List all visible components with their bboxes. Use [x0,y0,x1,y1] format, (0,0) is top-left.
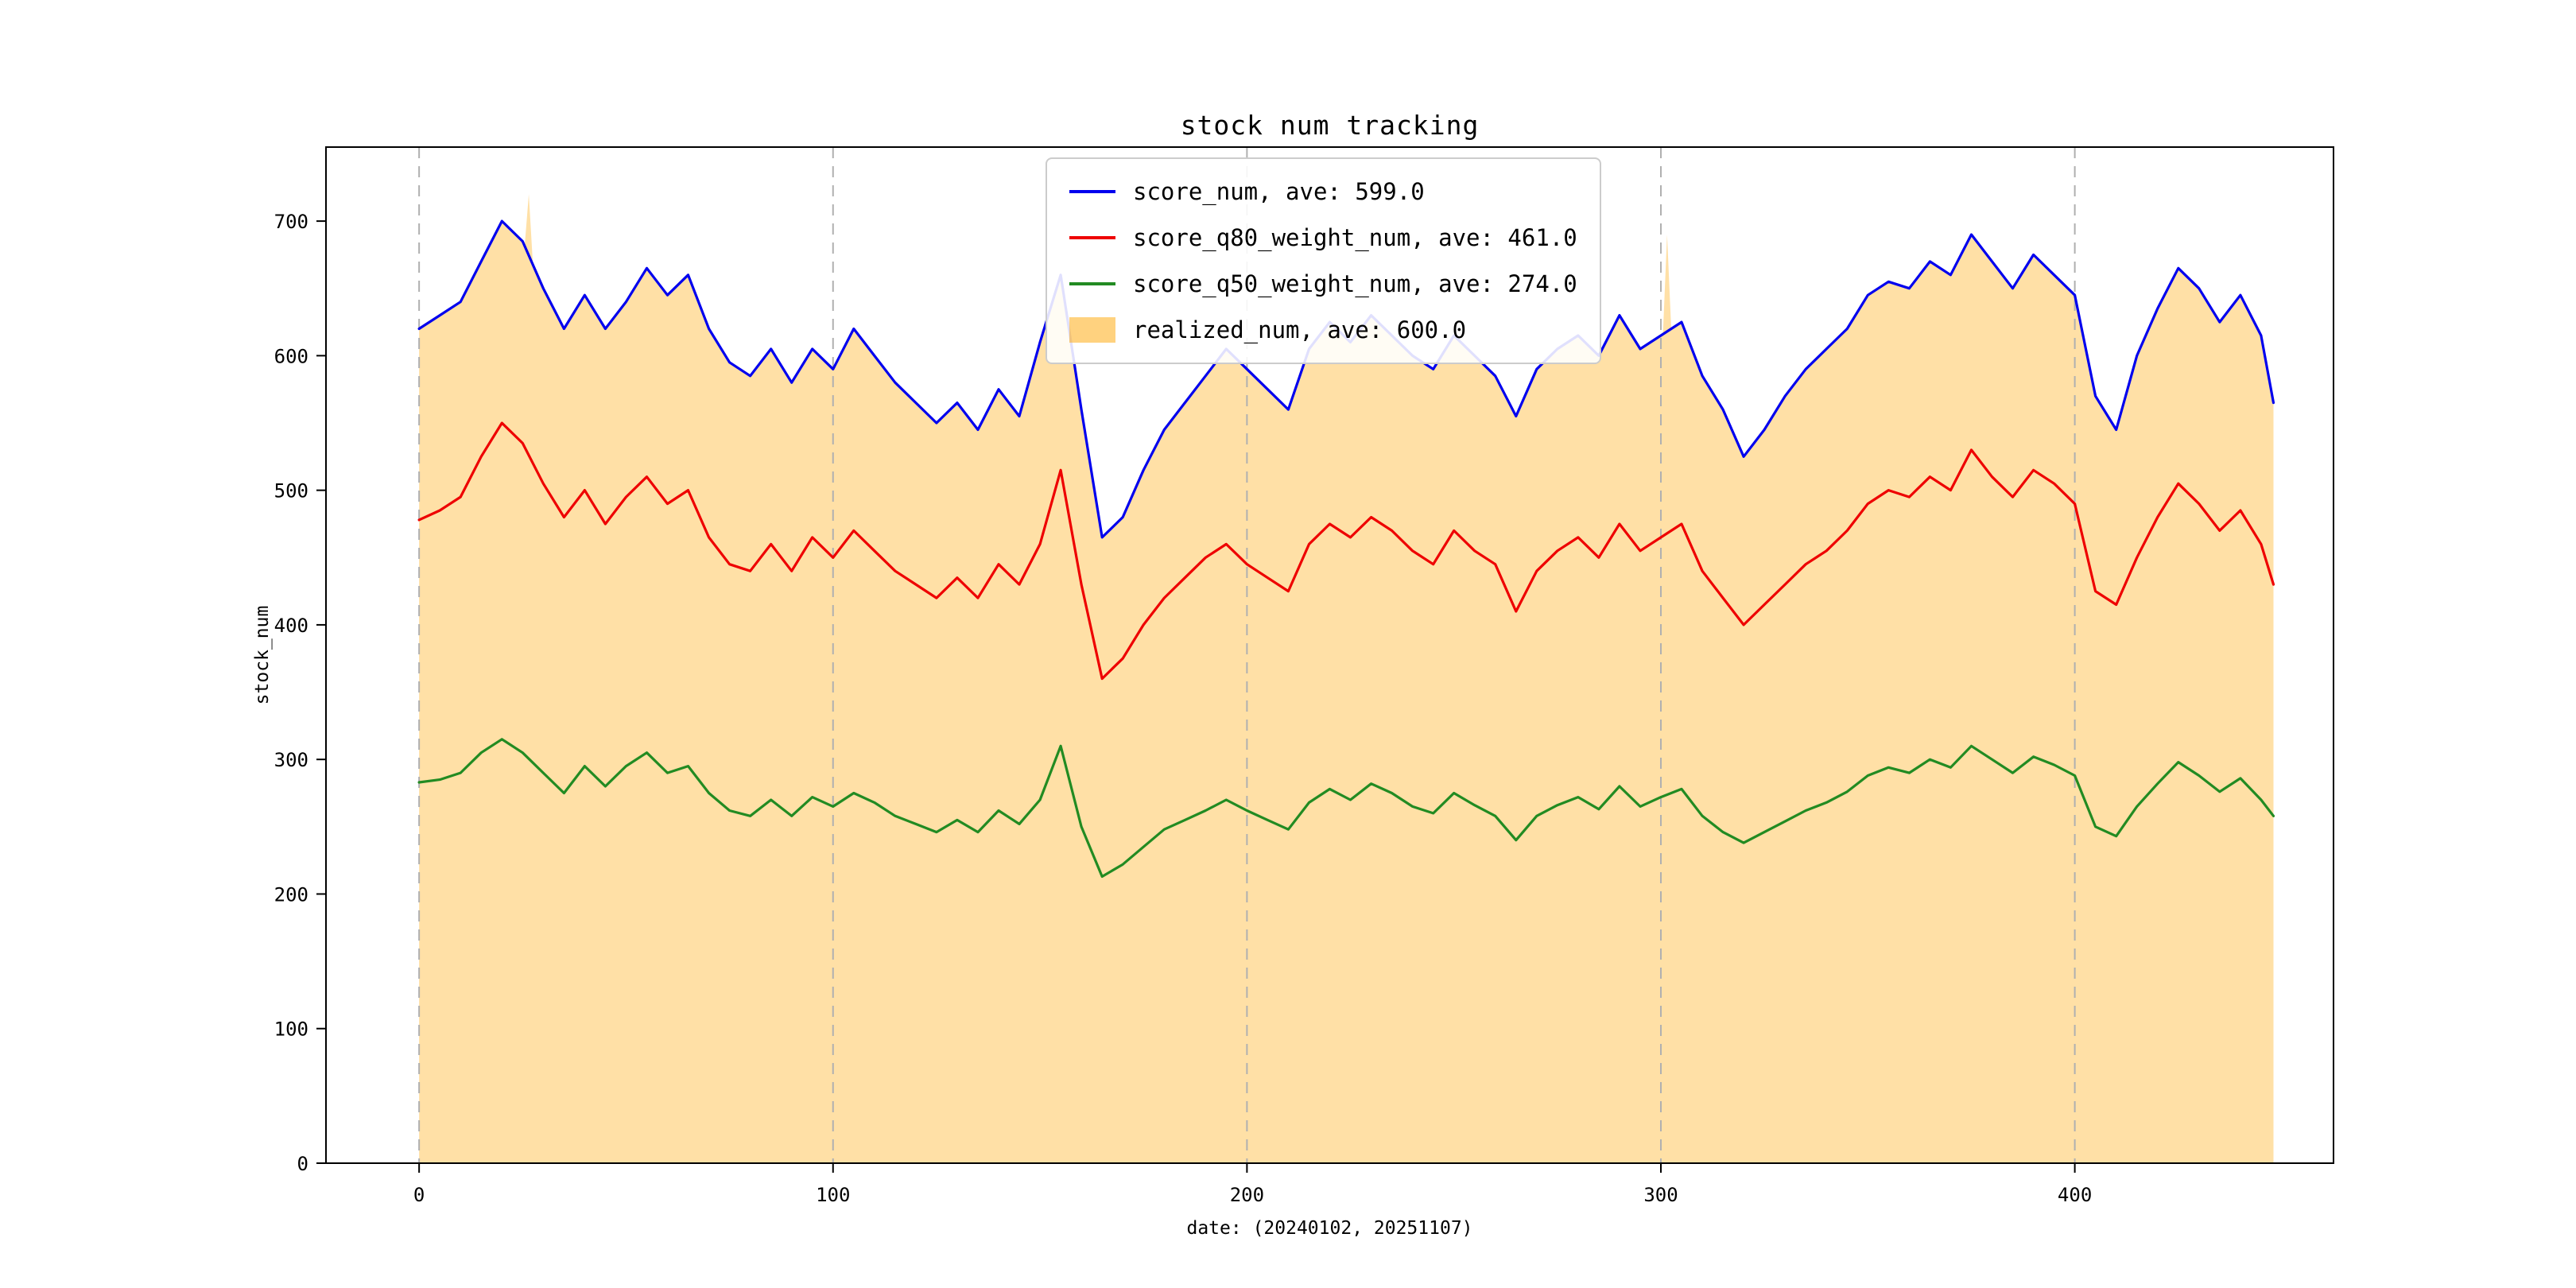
x-tick-label: 400 [2058,1184,2092,1206]
legend: score_num, ave: 599.0 score_q80_weight_nu… [1046,157,1601,364]
x-tick-label: 100 [816,1184,850,1206]
y-tick-label: 0 [297,1153,308,1175]
y-tick-label: 300 [274,749,308,771]
legend-item-score_num: score_num, ave: 599.0 [1069,173,1577,210]
plot-border [325,146,2334,1164]
y-tick-label: 100 [274,1018,308,1041]
legend-item-score_q80_weight_num: score_q80_weight_num, ave: 461.0 [1069,219,1577,256]
legend-label-score_q50_weight_num: score_q50_weight_num, ave: 274.0 [1133,270,1577,297]
legend-item-realized_num: realized_num, ave: 600.0 [1069,312,1577,348]
score_q80_weight_num-line [417,421,2275,681]
legend-swatch-score_q80_weight_num [1069,236,1115,239]
y-tick-label: 200 [274,883,308,906]
realized_num-area [419,194,2274,1164]
chart-title: stock num tracking [1180,110,1480,141]
legend-swatch-score_num [1069,190,1115,193]
x-tick-label: 0 [413,1184,425,1206]
score_q50_weight_num-line [417,738,2275,879]
legend-label-score_num: score_num, ave: 599.0 [1133,178,1425,205]
x-axis-label: date: (20240102, 20251107) [1186,1218,1473,1239]
y-tick-label: 400 [274,615,308,637]
y-tick-label: 500 [274,480,308,502]
legend-label-realized_num: realized_num, ave: 600.0 [1133,316,1467,343]
legend-item-score_q50_weight_num: score_q50_weight_num, ave: 274.0 [1069,266,1577,302]
x-tick-label: 300 [1643,1184,1678,1206]
x-tick-label: 200 [1230,1184,1264,1206]
legend-swatch-realized_num [1069,317,1115,343]
legend-label-score_q80_weight_num: score_q80_weight_num, ave: 461.0 [1133,224,1577,251]
y-axis-label: stock_num [252,605,273,705]
y-tick-label: 600 [274,345,308,367]
y-tick-label: 700 [274,211,308,233]
legend-swatch-score_q50_weight_num [1069,282,1115,285]
